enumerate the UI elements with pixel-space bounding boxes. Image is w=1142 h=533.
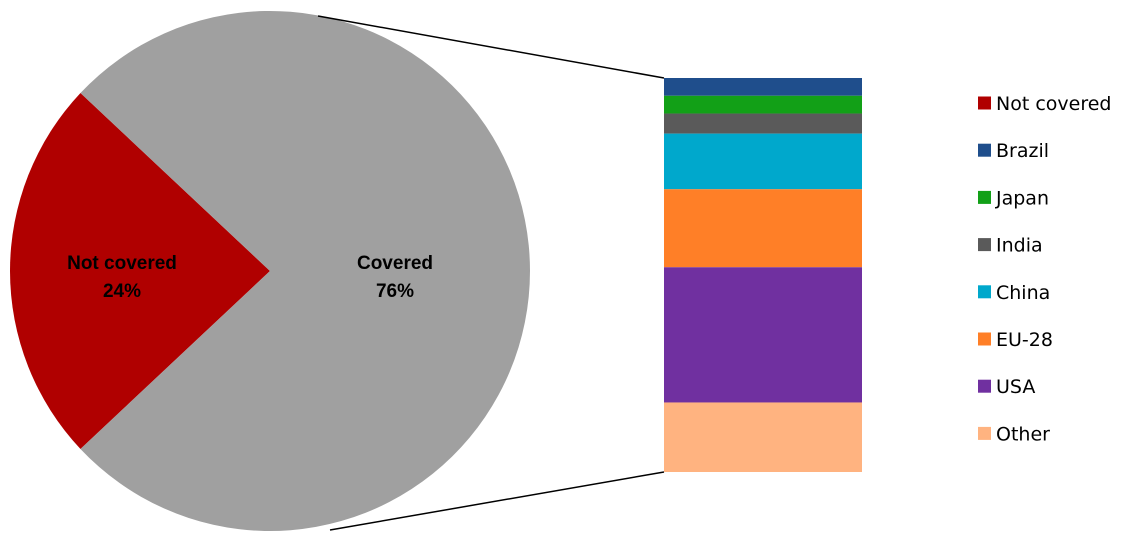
stacked-bar (664, 78, 862, 472)
pie-label-covered: Covered (357, 253, 433, 274)
legend-swatch-usa (978, 379, 991, 393)
legend-label-japan: Japan (995, 187, 1049, 209)
legend: Not covered Brazil Japan India China EU-28 USA… (978, 93, 1111, 445)
legend-swatch-not-covered (978, 96, 991, 110)
legend-label-usa: USA (996, 376, 1035, 398)
bar-segment-india (664, 113, 862, 134)
pie: Not covered 24% Covered 76% (9, 11, 531, 532)
legend-swatch-japan (978, 190, 991, 204)
legend-label-china: China (996, 282, 1050, 304)
pie-slice-covered (80, 11, 531, 532)
connector-lines (317, 15, 665, 531)
legend-swatch-india (978, 238, 991, 252)
bar-segment-usa (664, 267, 862, 403)
legend-swatch-eu-28 (978, 332, 991, 346)
pie-percent-not-covered: 24% (103, 281, 141, 302)
legend-label-not-covered: Not covered (996, 93, 1111, 115)
pie-slice-not-covered (9, 93, 270, 449)
bar-segment-china (664, 133, 862, 190)
bar-segment-eu-28 (664, 189, 862, 268)
legend-label-india: India (996, 235, 1043, 257)
bar-segment-brazil (664, 78, 862, 96)
legend-label-brazil: Brazil (996, 140, 1049, 162)
legend-label-other: Other (996, 423, 1050, 445)
pie-label-not-covered: Not covered (67, 253, 177, 274)
pie-percent-covered: 76% (376, 281, 414, 302)
connector-line-bottom (329, 471, 665, 531)
bar-segment-japan (664, 95, 862, 114)
legend-swatch-china (978, 285, 991, 299)
legend-swatch-brazil (978, 143, 991, 157)
legend-swatch-other (978, 426, 991, 440)
connector-line-top (317, 15, 665, 79)
legend-label-eu-28: EU-28 (996, 329, 1053, 351)
bar-segment-other (664, 402, 862, 472)
